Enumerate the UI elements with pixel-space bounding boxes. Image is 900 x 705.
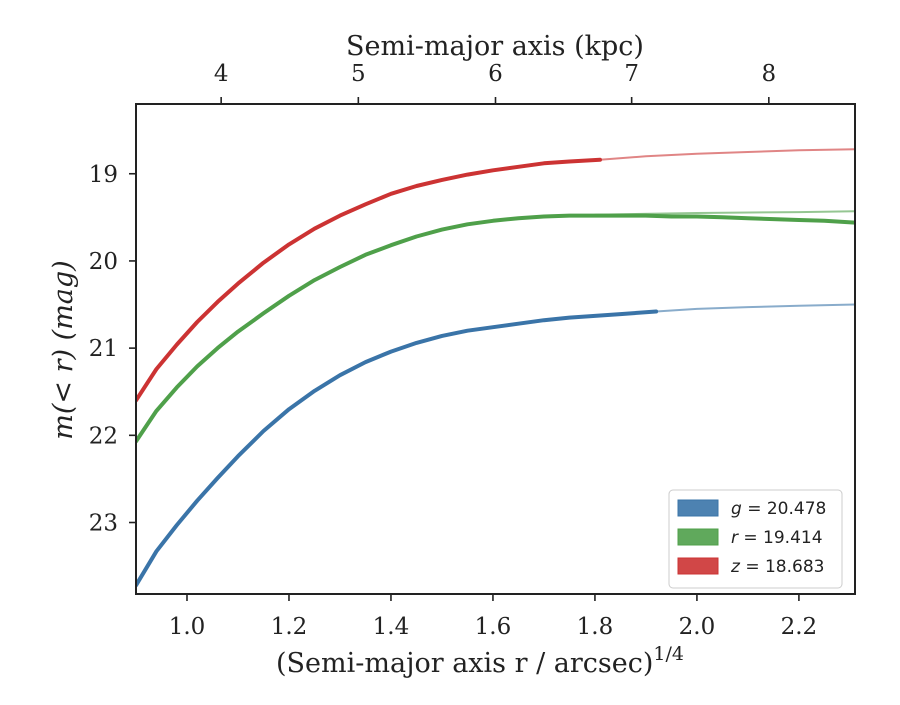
x-axis-title: (Semi-major axis r / arcsec)1/4	[276, 643, 684, 679]
top-x-axis: 4 5 6 7 8	[214, 61, 776, 104]
legend-label-g: g = 20.478	[731, 499, 826, 519]
x-axis-title-superscript: 1/4	[653, 643, 684, 665]
legend-swatch-g	[677, 499, 719, 517]
legend-swatch-r	[677, 528, 719, 546]
y-tick-label: 23	[89, 511, 118, 537]
top-tick-label: 5	[351, 61, 366, 87]
legend: g = 20.478 r = 19.414 z = 18.683	[668, 489, 843, 589]
y-tick-label: 21	[89, 336, 118, 362]
top-tick-label: 7	[624, 61, 639, 87]
x-tick-label: 2.0	[679, 614, 716, 640]
x-tick-label: 1.4	[373, 614, 410, 640]
series-g	[136, 303, 855, 588]
legend-swatch-z	[677, 557, 719, 575]
legend-label-r: r = 19.414	[731, 528, 823, 548]
bottom-x-axis: 1.0 1.2 1.4 1.6 1.8 2.0 2.2	[169, 594, 817, 640]
y-tick-label: 22	[89, 423, 118, 449]
top-x-axis-title: Semi-major axis (kpc)	[346, 31, 644, 62]
series-g-extrapolated-line	[655, 303, 855, 313]
x-tick-label: 1.2	[271, 614, 308, 640]
series-z	[136, 148, 855, 403]
series-z-measured-line	[136, 157, 602, 403]
x-tick-label: 1.8	[577, 614, 614, 640]
x-tick-label: 1.6	[475, 614, 512, 640]
y-tick-label: 19	[89, 162, 118, 188]
top-tick-label: 8	[762, 61, 777, 87]
series-layer	[136, 148, 855, 588]
y-axis-title: m(< r) (mag)	[48, 260, 79, 439]
series-r-measured-line	[136, 213, 855, 444]
left-y-axis: 19 20 21 22 23	[89, 162, 136, 537]
top-tick-label: 4	[214, 61, 229, 87]
top-tick-label: 6	[488, 61, 503, 87]
series-g-measured-line	[136, 309, 659, 588]
x-tick-label: 2.2	[781, 614, 818, 640]
series-r	[136, 210, 855, 444]
legend-label-z: z = 18.683	[730, 557, 824, 577]
x-tick-label: 1.0	[169, 614, 206, 640]
y-tick-label: 20	[89, 249, 118, 275]
series-z-extrapolated-line	[599, 148, 855, 161]
